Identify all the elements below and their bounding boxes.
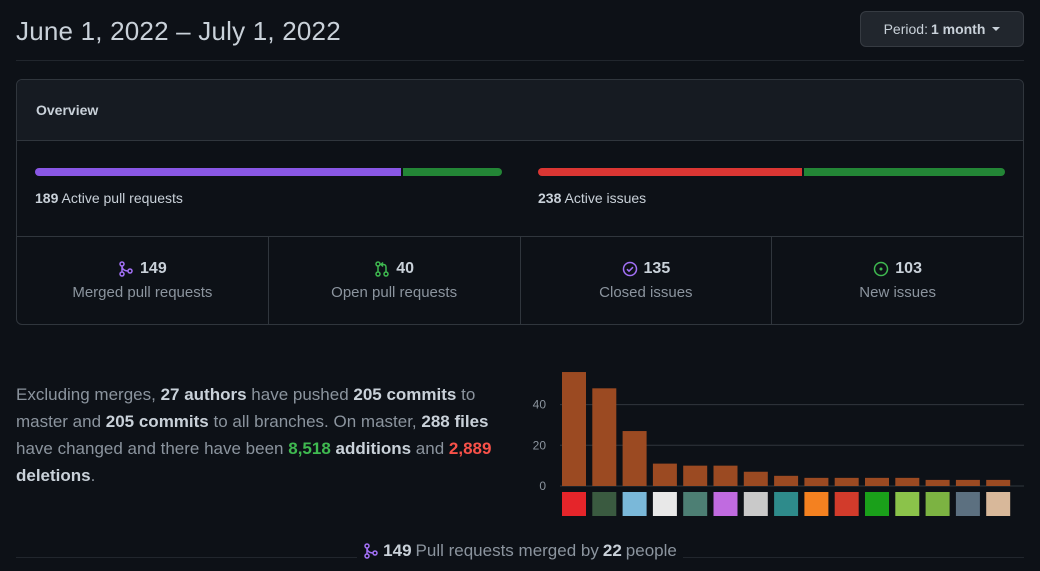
contributor-avatar[interactable] [562, 492, 586, 516]
y-tick-label: 20 [533, 438, 547, 452]
header-divider [16, 60, 1024, 61]
contributor-avatar[interactable] [743, 492, 768, 516]
summary-text: . [90, 466, 96, 485]
summary-text: and [411, 439, 449, 458]
files-changed-count: 288 files [421, 412, 489, 431]
overview-panel: Overview 189 Active pull requests 238 Ac… [16, 79, 1024, 325]
contributors-bar-chart: 0 20 40 [533, 372, 1024, 516]
new-issue-icon [874, 261, 889, 277]
contributor-bar[interactable] [683, 465, 708, 486]
contributor-avatar[interactable] [652, 492, 677, 516]
active-issues-count: 238 [538, 190, 562, 206]
footer-pr-count: 149 [383, 541, 412, 560]
additions-label: additions [335, 439, 412, 458]
contributor-bar[interactable] [713, 465, 738, 486]
commits-master-count: 205 commits [353, 385, 457, 404]
contributor-bar[interactable] [743, 471, 768, 486]
open-segment [403, 168, 502, 176]
stat-label: Closed issues [599, 284, 693, 301]
stat-value: 135 [643, 260, 671, 277]
contributor-bar[interactable] [986, 479, 1011, 486]
page-title: June 1, 2022 – July 1, 2022 [16, 16, 341, 46]
contributor-avatar[interactable] [713, 492, 738, 516]
contributor-avatar[interactable] [955, 492, 980, 516]
stat-label: Merged pull requests [72, 284, 213, 301]
contributor-bar[interactable] [652, 463, 677, 486]
summary-text: to master and [16, 385, 476, 431]
stat-closed-issues[interactable]: 135 Closed issues [521, 237, 773, 324]
contributor-bar[interactable] [592, 388, 617, 486]
commit-summary: Excluding merges, 27 authors have pushed… [16, 381, 516, 489]
contributor-bar[interactable] [774, 475, 799, 486]
merged-segment [35, 168, 402, 176]
stat-new-issues[interactable]: 103 New issues [772, 237, 1023, 324]
contributor-avatar[interactable] [804, 492, 829, 516]
y-tick-label: 0 [539, 479, 546, 493]
commits-all-count: 205 commits [105, 412, 209, 431]
contributor-avatar[interactable] [986, 492, 1011, 516]
overview-stats: 149 Merged pull requests 40 Open pull re… [17, 237, 1023, 324]
contributor-bar[interactable] [865, 477, 889, 486]
stat-value: 103 [895, 260, 922, 277]
footer-text-end: people [625, 541, 677, 560]
pull-requests-summary: 189 Active pull requests [35, 168, 502, 206]
footer-people-count: 22 [602, 541, 622, 560]
merged-pr-icon [364, 543, 378, 559]
period-select-button[interactable]: Period: 1 month [860, 11, 1024, 47]
contributor-bar[interactable] [955, 479, 980, 486]
new-segment [803, 168, 1005, 176]
stat-value: 40 [396, 260, 415, 277]
y-tick-label: 40 [533, 398, 547, 412]
chevron-down-icon [992, 27, 1001, 31]
stat-merged-pull-requests[interactable]: 149 Merged pull requests [17, 237, 269, 324]
authors-count: 27 authors [160, 385, 247, 404]
deletions-count: 2,889 [448, 439, 492, 458]
issues-summary: 238 Active issues [538, 168, 1005, 206]
overview-bars: 189 Active pull requests 238 Active issu… [17, 141, 1023, 237]
contributor-avatar[interactable] [834, 492, 859, 516]
footer-text: Pull requests merged by [415, 541, 599, 560]
pull-requests-progress-bar [35, 168, 502, 176]
stat-open-pull-requests[interactable]: 40 Open pull requests [269, 237, 521, 324]
contributor-avatar[interactable] [592, 492, 617, 516]
contributor-bar[interactable] [804, 477, 829, 486]
closed-segment [538, 168, 802, 176]
contributor-avatar[interactable] [622, 492, 647, 516]
stat-value: 149 [140, 260, 167, 277]
closed-issue-icon [622, 261, 637, 277]
footer-summary: 149 Pull requests merged by 22 people [0, 541, 1040, 564]
active-issues-link[interactable]: Active issues [564, 190, 647, 206]
stat-label: Open pull requests [331, 284, 458, 301]
stat-label: New issues [859, 284, 936, 301]
contributor-avatar[interactable] [774, 492, 799, 516]
contributor-avatar[interactable] [895, 492, 920, 516]
overview-title: Overview [17, 80, 1023, 141]
contributor-avatar[interactable] [925, 492, 950, 516]
summary-text: have changed and there have been [16, 439, 289, 458]
contributor-avatar[interactable] [865, 492, 889, 516]
deletions-label: deletions [16, 466, 91, 485]
period-value: 1 month [930, 21, 986, 37]
merged-pr-icon [119, 261, 133, 277]
contributor-bar[interactable] [895, 477, 920, 486]
additions-count: 8,518 [288, 439, 331, 458]
contributor-bar[interactable] [925, 479, 950, 486]
contributor-avatar[interactable] [683, 492, 708, 516]
contributor-bar[interactable] [562, 372, 586, 486]
summary-text: have pushed [246, 385, 354, 404]
summary-text: Excluding merges, [16, 385, 161, 404]
open-pr-icon [375, 261, 389, 277]
active-pull-requests-count: 189 [35, 190, 59, 206]
contributor-bar[interactable] [622, 431, 647, 486]
summary-text: to all branches. On master, [208, 412, 422, 431]
contributor-bar[interactable] [834, 477, 859, 486]
issues-progress-bar [538, 168, 1005, 176]
period-prefix: Period: [883, 21, 928, 37]
active-pull-requests-link[interactable]: Active pull requests [61, 190, 183, 206]
